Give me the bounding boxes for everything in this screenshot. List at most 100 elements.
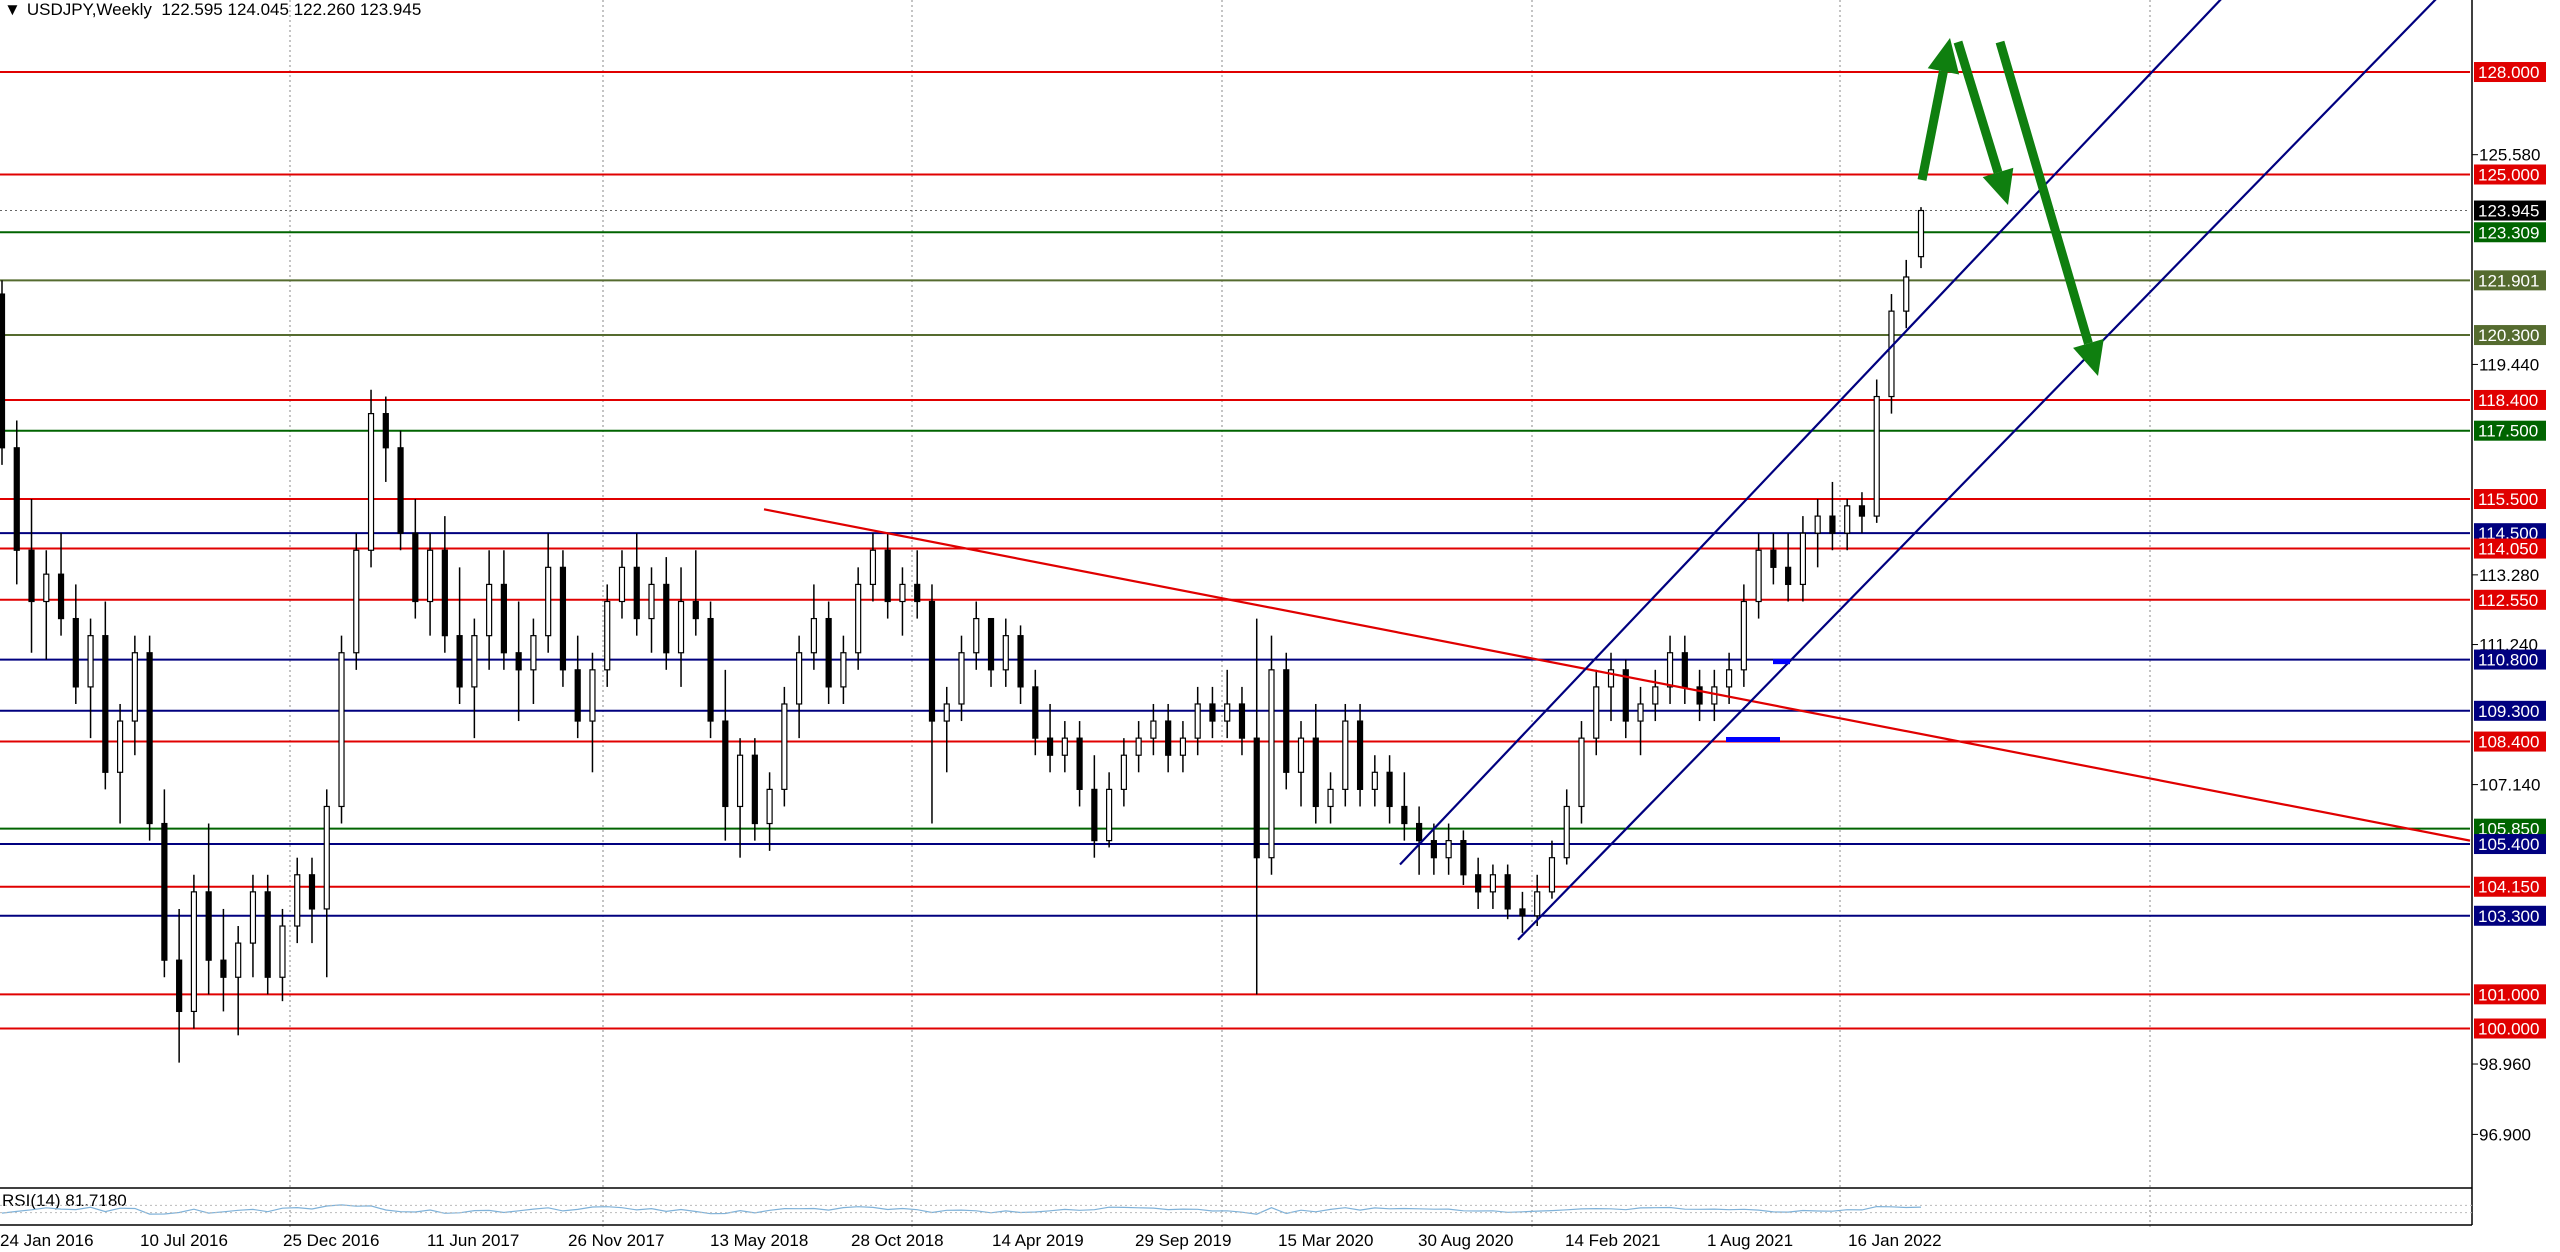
candle [1416, 806, 1423, 875]
level-price-box [2474, 818, 2546, 839]
candle-body [87, 635, 94, 688]
x-tick-label: 29 Sep 2019 [1135, 1231, 1231, 1250]
candle [1209, 686, 1216, 739]
level-price-label: 105.850 [2478, 820, 2539, 839]
resistance-trendline [763, 508, 2471, 842]
level-price-label: 101.000 [2478, 985, 2539, 1004]
candle [943, 686, 950, 773]
candle [441, 516, 448, 653]
level-price-label: 109.300 [2478, 702, 2539, 721]
candle-body [1312, 737, 1319, 808]
y-tick-label: 125.580 [2479, 146, 2540, 165]
candle [486, 550, 493, 670]
drawings [763, 0, 2471, 941]
candle [0, 280, 6, 465]
candle [1637, 686, 1644, 756]
level-price-box [2474, 164, 2546, 185]
candle [545, 533, 552, 653]
candle-body [1666, 652, 1674, 688]
arrow-down-long-shaft [1995, 40, 2093, 345]
candle [633, 533, 640, 636]
candle [1548, 840, 1556, 899]
candle [1770, 533, 1777, 585]
candle-body [530, 635, 537, 671]
x-tick-label: 11 Jun 2017 [427, 1231, 519, 1250]
candle-body [1799, 532, 1807, 586]
collapse-triangle-icon[interactable]: ▼ [4, 0, 21, 19]
candle [116, 703, 124, 824]
level-price-label: 121.901 [2478, 271, 2539, 290]
candle [1593, 669, 1600, 756]
candle-body [1179, 737, 1187, 756]
candle-body [1785, 566, 1792, 586]
candle [1179, 721, 1187, 773]
candle-body [1253, 737, 1260, 859]
candle-body [1076, 737, 1083, 790]
candle [1371, 755, 1378, 807]
candle [928, 584, 936, 824]
candle-body [1194, 703, 1201, 739]
candle [1297, 721, 1305, 807]
candle [722, 669, 729, 841]
candle-body [323, 805, 330, 910]
candle-body [1046, 737, 1054, 756]
candle [1061, 721, 1068, 773]
candle [102, 601, 109, 790]
candle-body [751, 754, 758, 825]
candle-body [633, 566, 640, 620]
chart-header: ▼ USDJPY,Weekly 122.595 124.045 122.260 1… [0, 0, 421, 22]
candle-body [899, 583, 906, 603]
price-axis: 125.580119.440113.280111.240107.14098.96… [2471, 0, 2560, 1252]
candle-body [987, 617, 995, 671]
candle-body [1548, 857, 1556, 893]
candle-body [353, 549, 360, 654]
candle [559, 550, 567, 687]
candle-body [338, 652, 345, 808]
candle [1519, 891, 1526, 933]
level-price-box [2474, 62, 2546, 83]
candle-body [1032, 686, 1039, 739]
candle [1165, 703, 1172, 773]
candle-body [205, 891, 212, 961]
candle [426, 533, 434, 636]
candle-body [131, 652, 138, 722]
candle-body [1711, 686, 1718, 705]
level-price-label: 123.309 [2478, 223, 2539, 242]
candle-body [412, 532, 419, 603]
candle [1135, 721, 1142, 773]
candle-body [796, 652, 803, 705]
candle-body [1445, 840, 1452, 859]
arrow-up [1917, 38, 1960, 181]
candle [1489, 864, 1497, 909]
candle-body [1607, 669, 1615, 688]
candle [382, 396, 389, 482]
last-price-label: 123.945 [2478, 202, 2539, 221]
candle [1534, 874, 1541, 927]
candle [323, 789, 330, 978]
candle-body [604, 600, 611, 671]
level-price-label: 114.500 [2478, 524, 2538, 543]
candle-body [456, 635, 463, 688]
candle-body [1844, 505, 1851, 534]
candle [1106, 772, 1113, 848]
candle-body [1489, 874, 1497, 893]
symbol-label: USDJPY,Weekly [26, 0, 152, 19]
arrow-down-short-head [1982, 167, 2014, 205]
candle [43, 550, 50, 660]
candle [264, 874, 271, 995]
candle-body [13, 447, 20, 551]
candle-body [1238, 703, 1246, 739]
candle [294, 857, 301, 944]
candle [1120, 738, 1127, 807]
candle-body [736, 754, 744, 808]
level-price-label: 110.800 [2478, 651, 2538, 670]
x-tick-label: 25 Dec 2016 [283, 1231, 379, 1250]
candle-body [249, 891, 257, 944]
candle-body [146, 652, 153, 825]
candle [1652, 669, 1659, 722]
level-price-box [2474, 325, 2546, 346]
candle-body [264, 891, 271, 978]
y-tick-label: 119.440 [2479, 355, 2539, 374]
x-tick-label: 26 Nov 2017 [568, 1231, 664, 1250]
